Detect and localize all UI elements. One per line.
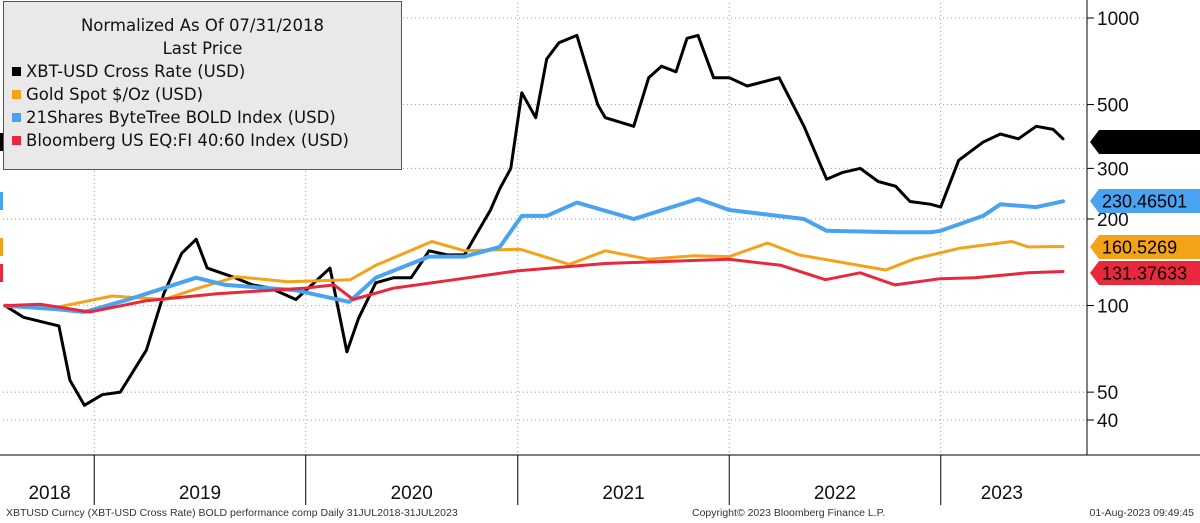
x-tick-label-2020: 2020 bbox=[391, 483, 433, 504]
series-line-0 bbox=[3, 33, 1065, 407]
x-tick-label-2019: 2019 bbox=[179, 483, 221, 504]
last-value-tag-1 bbox=[1090, 189, 1200, 213]
y-tick-label-40: 40 bbox=[1097, 411, 1118, 432]
last-value-text-2: 160.5269 bbox=[1102, 238, 1177, 258]
legend-label-xbt: XBT-USD Cross Rate (USD) bbox=[26, 62, 246, 81]
y-tick-label-200: 200 bbox=[1097, 210, 1129, 231]
y-tick-label-50: 50 bbox=[1097, 383, 1118, 404]
series-line-2 bbox=[3, 196, 1065, 314]
chart-axes: 2018 2019 2020 2021 2022 2023 40 50 100 200 300 500… bbox=[0, 0, 1200, 505]
last-value-text-3: 131.37633 bbox=[1102, 264, 1187, 284]
series-line-3 bbox=[3, 257, 1065, 314]
x-tick-label-2023: 2023 bbox=[981, 483, 1023, 504]
legend-label-bold: 21Shares ByteTree BOLD Index (USD) bbox=[26, 108, 336, 127]
y-tick-label-1000: 1000 bbox=[1097, 9, 1139, 30]
left-edge-marker-3 bbox=[0, 264, 3, 282]
left-edge-marker-2 bbox=[0, 238, 3, 256]
chart-value-labels: 379.83051 230.46501 160.5269 131.37633 bbox=[0, 130, 1200, 285]
y-tick-label-300: 300 bbox=[1097, 159, 1129, 180]
legend-header-last-price: Last Price bbox=[162, 39, 243, 58]
last-value-tag-3 bbox=[1090, 261, 1200, 285]
series-line-1 bbox=[3, 240, 1065, 309]
footer-timestamp: 01-Aug-2023 09:49:45 bbox=[1089, 507, 1194, 519]
last-value-tag-2 bbox=[1090, 235, 1200, 259]
legend-header-normalized: Normalized As Of 07/31/2018 bbox=[80, 16, 325, 35]
last-value-tag-0 bbox=[1090, 130, 1200, 154]
last-value-text-1: 230.46501 bbox=[1102, 192, 1187, 212]
legend-swatch-xbt bbox=[12, 67, 21, 76]
chart-series-group bbox=[3, 33, 1065, 407]
legend-item-xbt: XBT-USD Cross Rate (USD) bbox=[4, 60, 401, 83]
y-tick-label-100: 100 bbox=[1097, 297, 1129, 318]
legend-label-gold: Gold Spot $/Oz (USD) bbox=[26, 85, 204, 104]
x-tick-label-2022: 2022 bbox=[814, 483, 856, 504]
left-edge-marker-1 bbox=[0, 192, 3, 210]
legend-item-gold: Gold Spot $/Oz (USD) bbox=[4, 83, 401, 106]
footer-description: XBTUSD Curncy (XBT-USD Cross Rate) BOLD … bbox=[6, 507, 458, 519]
legend-item-eqfi: Bloomberg US EQ:FI 40:60 Index (USD) bbox=[4, 129, 401, 152]
y-tick-label-500: 500 bbox=[1097, 96, 1129, 117]
legend-swatch-bold bbox=[12, 113, 21, 122]
footer-copyright: Copyright© 2023 Bloomberg Finance L.P. bbox=[692, 507, 886, 519]
chart-legend: Normalized As Of 07/31/2018 Last Price X… bbox=[3, 1, 402, 170]
x-tick-label-2021: 2021 bbox=[602, 483, 644, 504]
legend-swatch-gold bbox=[12, 90, 21, 99]
left-edge-marker-0 bbox=[0, 133, 3, 151]
legend-item-bold: 21Shares ByteTree BOLD Index (USD) bbox=[4, 106, 401, 129]
x-tick-label-2018: 2018 bbox=[28, 483, 70, 504]
last-value-text-0: 379.83051 bbox=[1102, 133, 1187, 153]
legend-swatch-eqfi bbox=[12, 136, 21, 145]
legend-label-eqfi: Bloomberg US EQ:FI 40:60 Index (USD) bbox=[26, 131, 349, 150]
